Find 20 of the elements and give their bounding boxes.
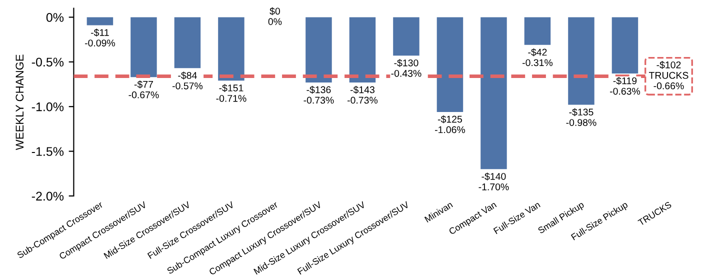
data-label: -$151 -0.71% xyxy=(216,84,246,102)
ref-line-label: -$102 TRUCKS -0.66% xyxy=(648,61,688,90)
data-label: -$135 -0.98% xyxy=(566,108,596,126)
y-tick-label: -1.5% xyxy=(32,147,64,156)
data-label: -$119 -0.63% xyxy=(610,76,640,95)
data-label: -$143 -0.73% xyxy=(348,86,378,104)
data-label: -$77 -0.67% xyxy=(128,80,159,98)
data-label: -$84 -0.57% xyxy=(172,72,203,90)
data-label: -$140 -1.70% xyxy=(478,172,509,190)
data-label: $0 0% xyxy=(268,7,282,26)
y-tick-label: -1.0% xyxy=(32,102,64,112)
y-tick-label: -0.5% xyxy=(32,58,64,67)
y-axis-title: WEEKLY CHANGE xyxy=(16,54,24,150)
data-label: -$42 -0.31% xyxy=(522,48,553,66)
data-label: -$125 -1.06% xyxy=(435,115,466,134)
data-label: -$11 -0.09% xyxy=(84,28,116,46)
y-tick-label: -2.0% xyxy=(32,192,64,201)
data-label: -$136 -0.73% xyxy=(304,86,334,104)
y-tick-label: 0% xyxy=(46,13,64,22)
data-label: -$130 -0.43% xyxy=(391,59,422,77)
